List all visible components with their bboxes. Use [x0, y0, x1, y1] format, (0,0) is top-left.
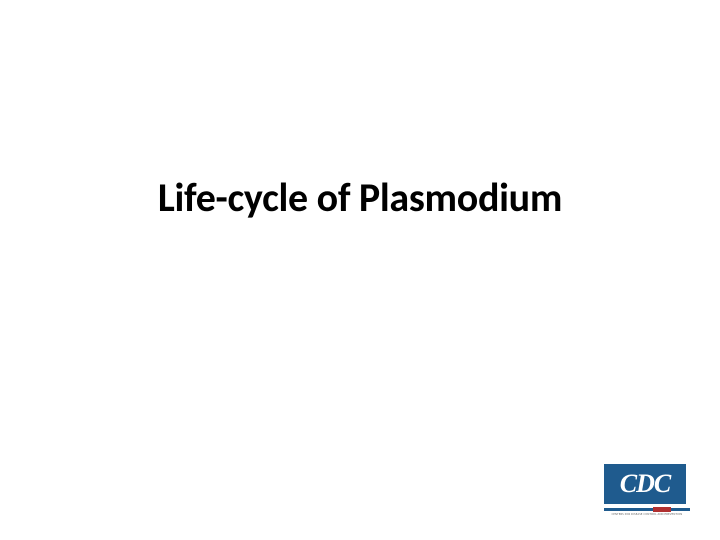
- slide-title: Life-cycle of Plasmodium: [0, 173, 720, 222]
- slide-container: Life-cycle of Plasmodium CDC CENTERS FOR…: [0, 0, 720, 540]
- cdc-logo-subtext: CENTERS FOR DISEASE CONTROL AND PREVENTI…: [604, 512, 690, 516]
- cdc-logo: CDC CENTERS FOR DISEASE CONTROL AND PREV…: [604, 464, 690, 514]
- cdc-logo-underline: [604, 508, 690, 511]
- cdc-logo-accent: [653, 507, 671, 512]
- cdc-logo-box: CDC: [604, 464, 686, 504]
- cdc-logo-text: CDC: [620, 471, 670, 497]
